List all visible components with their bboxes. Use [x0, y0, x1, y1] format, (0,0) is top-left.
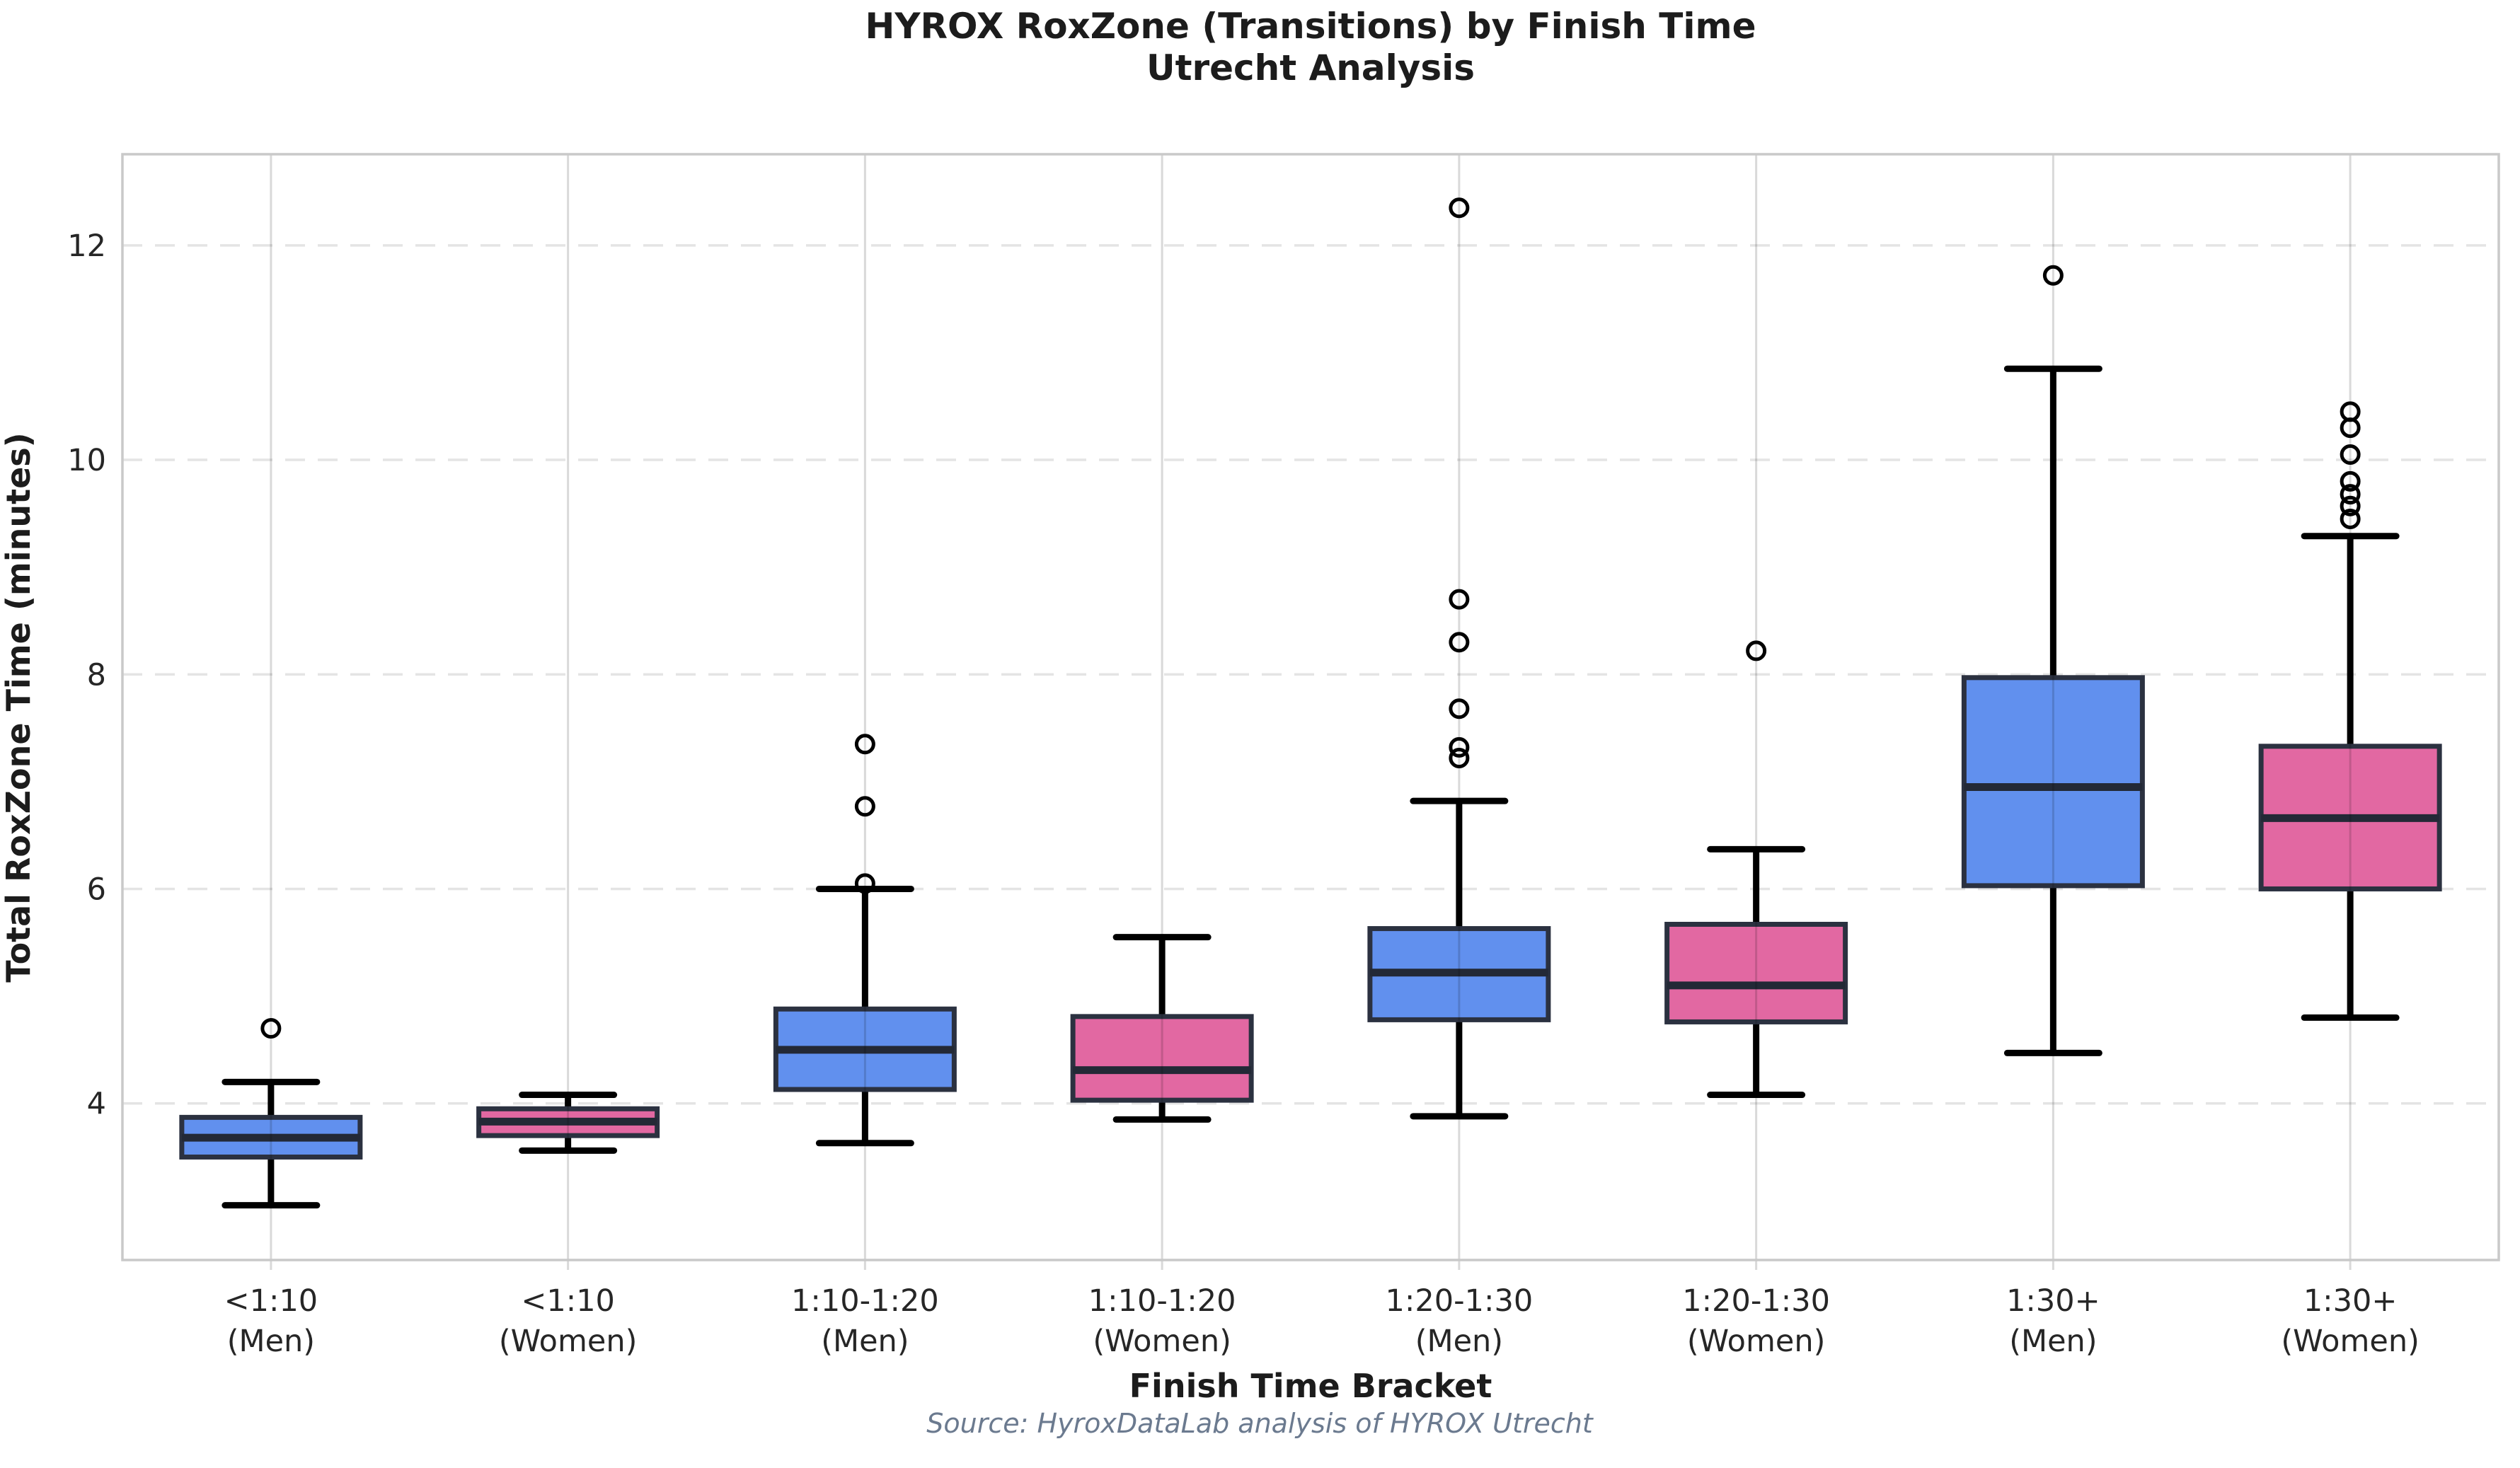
x-tick-gender: (Women) — [1687, 1324, 1825, 1359]
plot-border — [121, 153, 2500, 1261]
source-note: Source: HyroxDataLab analysis of HYROX U… — [926, 1408, 1594, 1439]
y-tick-label: 12 — [67, 229, 106, 264]
x-tick-bracket: 1:20-1:30 — [1682, 1283, 1830, 1319]
chart-subtitle: Utrecht Analysis — [1146, 47, 1475, 88]
x-tick-bracket: <1:10 — [521, 1283, 615, 1319]
x-tick-gender: (Men) — [2009, 1324, 2097, 1359]
vertical-gridlines — [270, 154, 2352, 1270]
x-tick-bracket: 1:20-1:30 — [1386, 1283, 1534, 1319]
x-tick-gender: (Men) — [227, 1324, 315, 1359]
x-tick-bracket: 1:10-1:20 — [1088, 1283, 1236, 1319]
y-tick-label: 10 — [67, 443, 106, 478]
x-tick-bracket: 1:30+ — [2303, 1283, 2398, 1319]
x-tick-bracket: 1:10-1:20 — [791, 1283, 939, 1319]
boxplot-series — [179, 197, 2442, 1209]
y-axis-title: Total RoxZone Time (minutes) — [0, 432, 38, 982]
horizontal-gridlines — [122, 244, 2499, 1105]
x-tick-bracket: 1:30+ — [2006, 1283, 2100, 1319]
x-tick-bracket: <1:10 — [224, 1283, 318, 1319]
y-axis-tick-labels: 4 6 8 10 12 — [67, 229, 106, 1122]
y-tick-label: 8 — [87, 657, 106, 693]
x-tick-gender: (Men) — [821, 1324, 909, 1359]
y-tick-label: 4 — [87, 1087, 106, 1122]
x-tick-gender: (Men) — [1415, 1324, 1503, 1359]
x-axis-title: Finish Time Bracket — [1129, 1367, 1492, 1405]
x-tick-gender: (Women) — [499, 1324, 637, 1359]
chart-title: HYROX RoxZone (Transitions) by Finish Ti… — [865, 6, 1756, 47]
x-tick-gender: (Women) — [2281, 1324, 2419, 1359]
y-tick-label: 6 — [87, 872, 106, 907]
x-axis-tick-labels: <1:10 (Men) <1:10 (Women) 1:10-1:20 (Men) 1:10… — [224, 1283, 2420, 1359]
x-tick-gender: (Women) — [1093, 1324, 1231, 1359]
